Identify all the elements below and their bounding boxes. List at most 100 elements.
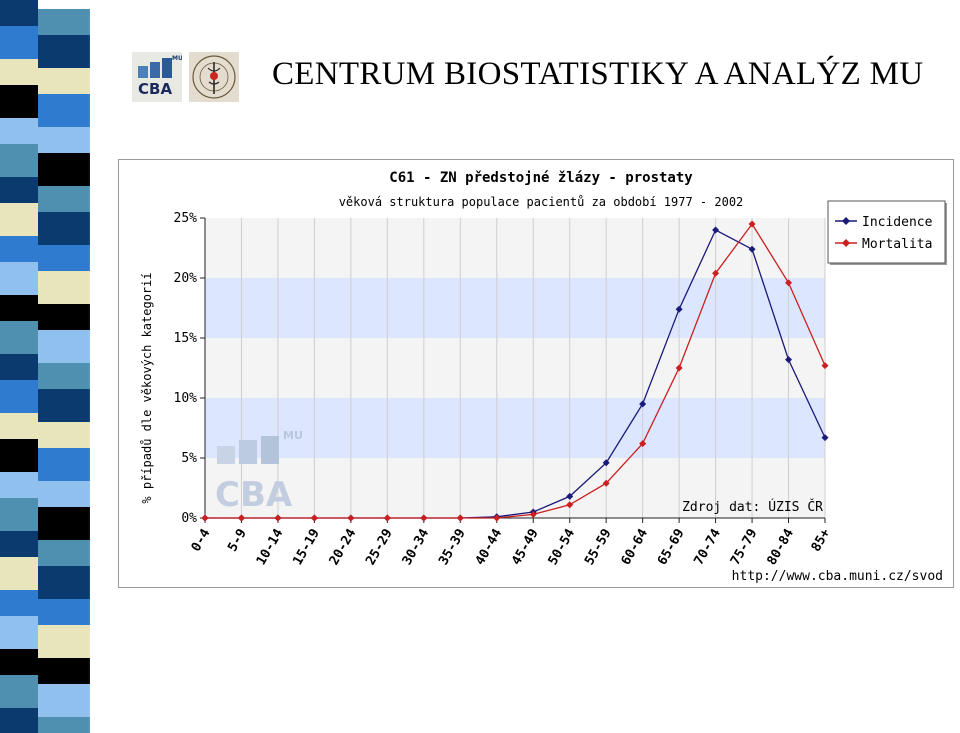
stripe-block <box>0 472 38 498</box>
slide-title: CENTRUM BIOSTATISTIKY A ANALÝZ MU <box>272 56 924 92</box>
stripe-block <box>38 245 90 271</box>
x-tick-label: 75-79 <box>728 527 761 568</box>
x-tick-label: 55-59 <box>582 527 615 568</box>
data-point-mortalita <box>237 514 245 522</box>
url-annotation: http://www.cba.muni.cz/svod <box>732 569 943 584</box>
cba-watermark: MU CBA <box>215 429 303 515</box>
stripe-block <box>38 186 90 212</box>
y-tick-label: 25% <box>174 211 198 226</box>
line-chart: C61 - ZN předstojné žlázy - prostaty věk… <box>140 170 947 584</box>
legend-swatch-marker <box>842 239 850 247</box>
chart-subtitle: věková struktura populace pacientů za ob… <box>339 195 744 209</box>
data-point-mortalita <box>201 514 209 522</box>
x-tick-label: 5-9 <box>225 527 250 555</box>
stripe-block <box>38 507 90 540</box>
stripe-block <box>38 363 90 389</box>
data-point-mortalita <box>602 479 610 487</box>
stripe-block <box>0 590 38 616</box>
stripe-block <box>38 271 90 304</box>
stripe-block <box>38 127 90 153</box>
watermark-sup: MU <box>283 429 303 442</box>
data-point-mortalita <box>383 514 391 522</box>
stripe-block <box>38 153 90 186</box>
data-point-incidence <box>639 400 647 408</box>
stripe-block <box>0 649 38 675</box>
stripe-block <box>0 675 38 708</box>
stripe-block <box>38 448 90 481</box>
x-tick-label: 40-44 <box>473 526 506 568</box>
stripe-block <box>38 304 90 330</box>
stripe-block <box>0 59 38 85</box>
legend-label: Mortalita <box>862 237 932 252</box>
data-point-mortalita <box>566 501 574 509</box>
stripe-block <box>0 498 38 531</box>
x-tick-label: 10-14 <box>254 526 287 568</box>
stripe-block <box>38 481 90 507</box>
stripe-block <box>0 236 38 262</box>
data-point-mortalita <box>748 220 756 228</box>
cba-logo-sup: MU <box>172 55 182 62</box>
stripe-block <box>0 177 38 203</box>
stripe-block <box>38 68 90 94</box>
stripe-block <box>0 203 38 236</box>
data-point-mortalita <box>493 514 501 522</box>
oncology-society-seal <box>189 52 239 102</box>
plot-band <box>205 338 825 398</box>
stripe-block <box>38 717 90 733</box>
data-point-mortalita <box>347 514 355 522</box>
stripe-block <box>0 295 38 321</box>
stripe-block <box>38 9 90 35</box>
cba-logo: MU CBA <box>132 52 183 102</box>
stripe-block <box>0 118 38 144</box>
x-tick-label: 70-74 <box>691 526 724 568</box>
data-point-mortalita <box>675 364 683 372</box>
stripe-block <box>38 599 90 625</box>
x-tick-label: 60-64 <box>619 526 652 568</box>
data-point-mortalita <box>456 514 464 522</box>
data-point-incidence <box>821 434 829 442</box>
plot-band <box>205 398 825 458</box>
stripe-block <box>0 354 38 380</box>
y-tick-label: 5% <box>181 451 197 466</box>
chart-title: C61 - ZN předstojné žlázy - prostaty <box>389 170 693 186</box>
data-point-incidence <box>602 459 610 467</box>
stripe-block <box>0 413 38 439</box>
stripe-block <box>0 85 38 118</box>
data-point-mortalita <box>785 279 793 287</box>
stripe-block <box>38 389 90 422</box>
stripe-block <box>0 380 38 413</box>
data-point-mortalita <box>274 514 282 522</box>
chart-panel: C61 - ZN předstojné žlázy - prostaty věk… <box>118 159 954 588</box>
data-point-incidence <box>712 226 720 234</box>
chart-legend: Incidence Mortalita <box>827 200 947 265</box>
legend-swatch-marker <box>842 217 850 225</box>
stripe-block <box>38 540 90 566</box>
x-tick-label: 50-54 <box>546 526 579 568</box>
data-point-mortalita <box>712 269 720 277</box>
stripe-block <box>38 212 90 245</box>
stripe-block <box>0 0 38 26</box>
y-tick-label: 15% <box>174 331 198 346</box>
x-tick-label: 85+ <box>809 526 834 554</box>
x-tick-label: 25-29 <box>363 527 396 568</box>
x-tick-label: 35-39 <box>436 527 469 568</box>
data-point-incidence <box>785 356 793 364</box>
data-point-incidence <box>566 492 574 500</box>
stripe-block <box>38 658 90 684</box>
plot-band <box>205 218 825 278</box>
data-point-mortalita <box>821 362 829 370</box>
stripe-block <box>0 439 38 472</box>
stripe-block <box>38 684 90 717</box>
data-point-mortalita <box>420 514 428 522</box>
y-axis-label: % případů dle věkových kategorií <box>140 272 154 503</box>
x-tick-label: 45-49 <box>509 527 542 568</box>
plot-band <box>205 458 825 518</box>
y-tick-label: 10% <box>174 391 198 406</box>
stripe-block <box>0 144 38 177</box>
x-tick-label: 15-19 <box>290 527 323 568</box>
legend-label: Incidence <box>862 215 933 230</box>
stripe-block <box>38 625 90 658</box>
stripe-block <box>38 94 90 127</box>
y-tick-label: 20% <box>174 271 198 286</box>
stripe-block <box>38 566 90 599</box>
